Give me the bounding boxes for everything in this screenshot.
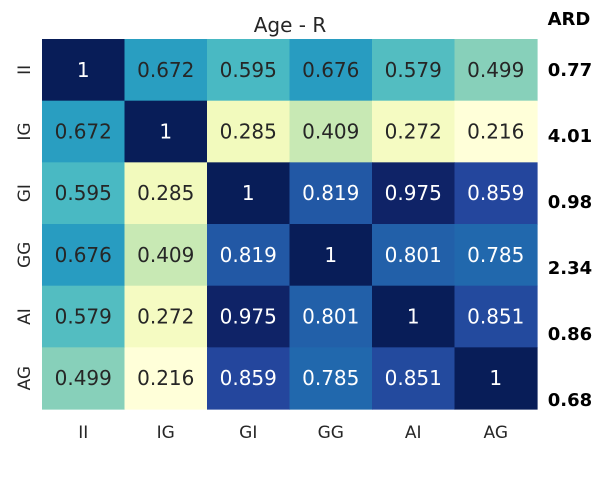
cell-value-label: 0.216 bbox=[137, 366, 194, 390]
heatmap-cell-ai-ig bbox=[124, 285, 208, 348]
cell-value-label: 0.819 bbox=[302, 181, 359, 205]
cell-value-label: 1 bbox=[324, 243, 337, 267]
ard-value-gi: 0.98 bbox=[548, 192, 592, 213]
cell-value-label: 0.285 bbox=[220, 120, 277, 144]
cell-value-label: 0.975 bbox=[385, 181, 442, 205]
x-tick-label-gg: GG bbox=[318, 423, 344, 443]
y-tick-label-gi: GI bbox=[15, 184, 35, 202]
cell-value-label: 1 bbox=[159, 120, 172, 144]
y-axis-tick-labels: II IG GI GG AI AG bbox=[15, 65, 35, 391]
cell-value-label: 0.579 bbox=[385, 58, 442, 82]
cell-value-label: 0.785 bbox=[467, 243, 524, 267]
ard-value-ag: 0.68 bbox=[548, 390, 592, 411]
ard-value-ai: 0.86 bbox=[548, 324, 592, 345]
heatmap-cell-ai-ii bbox=[42, 285, 126, 348]
y-tick-label-gg: GG bbox=[15, 242, 35, 268]
y-tick-label-ag: AG bbox=[15, 366, 35, 391]
cell-value-label: 0.975 bbox=[220, 305, 277, 329]
y-tick-label-ig: IG bbox=[15, 122, 35, 140]
x-tick-label-gi: GI bbox=[239, 423, 257, 443]
cell-value-label: 0.216 bbox=[467, 120, 524, 144]
x-axis-tick-labels: II IG GI GG AI AG bbox=[78, 423, 508, 443]
heatmap-cell-ii-ii bbox=[42, 39, 126, 102]
heatmap-cells bbox=[42, 39, 538, 410]
chart-title: Age - R bbox=[254, 13, 327, 37]
heatmap-cell-ai-ag bbox=[454, 285, 538, 348]
cell-value-label: 0.672 bbox=[137, 58, 194, 82]
cell-value-label: 0.579 bbox=[55, 305, 112, 329]
heatmap-cell-gi-ii bbox=[42, 162, 126, 225]
cell-value-label: 1 bbox=[242, 181, 255, 205]
heatmap-cell-gg-gi bbox=[207, 224, 291, 287]
heatmap-cell-ai-ai bbox=[372, 285, 456, 348]
heatmap-cell-ag-ai bbox=[372, 347, 456, 410]
heatmap-cell-ag-gi bbox=[207, 347, 291, 410]
heatmap-cell-ii-ig bbox=[124, 39, 208, 102]
cell-value-label: 0.409 bbox=[137, 243, 194, 267]
heatmap-cell-ig-ai bbox=[372, 100, 456, 163]
heatmap-cell-ii-ai bbox=[372, 39, 456, 102]
heatmap-cell-ig-ag bbox=[454, 100, 538, 163]
ard-value-ig: 4.01 bbox=[548, 126, 592, 147]
x-tick-label-ii: II bbox=[78, 423, 88, 443]
y-tick-label-ii: II bbox=[15, 65, 35, 75]
cell-value-label: 0.851 bbox=[385, 366, 442, 390]
x-tick-label-ig: IG bbox=[157, 423, 175, 443]
heatmap-cell-ag-ii bbox=[42, 347, 126, 410]
heatmap-cell-gg-ii bbox=[42, 224, 126, 287]
x-tick-label-ag: AG bbox=[483, 423, 508, 443]
cell-value-label: 0.499 bbox=[55, 366, 112, 390]
cell-value-label: 0.409 bbox=[302, 120, 359, 144]
cell-value-label: 0.676 bbox=[55, 243, 112, 267]
ard-values: 0.77 4.01 0.98 2.34 0.86 0.68 bbox=[548, 60, 592, 411]
heatmap-cell-labels: 1 0.672 0.595 0.676 0.579 0.499 0.672 1 0.285 0.4… bbox=[55, 58, 525, 390]
ard-value-ii: 0.77 bbox=[548, 60, 592, 81]
heatmap-cell-ig-ii bbox=[42, 100, 126, 163]
cell-value-label: 0.801 bbox=[302, 305, 359, 329]
ard-value-gg: 2.34 bbox=[548, 258, 592, 279]
cell-value-label: 0.272 bbox=[385, 120, 442, 144]
heatmap-cell-ai-gg bbox=[289, 285, 373, 348]
heatmap-cell-ag-gg bbox=[289, 347, 373, 410]
cell-value-label: 0.859 bbox=[467, 181, 524, 205]
heatmap-cell-ii-ag bbox=[454, 39, 538, 102]
heatmap-cell-gi-gi bbox=[207, 162, 291, 225]
cell-value-label: 1 bbox=[489, 366, 502, 390]
cell-value-label: 0.851 bbox=[467, 305, 524, 329]
heatmap-cell-gg-ag bbox=[454, 224, 538, 287]
heatmap-cell-gg-ai bbox=[372, 224, 456, 287]
cell-value-label: 0.672 bbox=[55, 120, 112, 144]
cell-value-label: 0.676 bbox=[302, 58, 359, 82]
heatmap-cell-ig-gi bbox=[207, 100, 291, 163]
cell-value-label: 0.819 bbox=[220, 243, 277, 267]
cell-value-label: 0.801 bbox=[385, 243, 442, 267]
cell-value-label: 0.499 bbox=[467, 58, 524, 82]
heatmap-cell-gi-gg bbox=[289, 162, 373, 225]
cell-value-label: 1 bbox=[77, 58, 90, 82]
heatmap-cell-ai-gi bbox=[207, 285, 291, 348]
cell-value-label: 0.859 bbox=[220, 366, 277, 390]
cell-value-label: 0.272 bbox=[137, 305, 194, 329]
cell-value-label: 1 bbox=[407, 305, 420, 329]
heatmap-cell-gi-ig bbox=[124, 162, 208, 225]
heatmap-cell-ii-gi bbox=[207, 39, 291, 102]
heatmap-cell-gg-ig bbox=[124, 224, 208, 287]
x-tick-label-ai: AI bbox=[405, 423, 422, 443]
heatmap-cell-ii-gg bbox=[289, 39, 373, 102]
heatmap-cell-gi-ai bbox=[372, 162, 456, 225]
heatmap-cell-gi-ag bbox=[454, 162, 538, 225]
y-tick-label-ai: AI bbox=[15, 308, 35, 325]
heatmap-cell-ig-ig bbox=[124, 100, 208, 163]
heatmap-cell-ag-ag bbox=[454, 347, 538, 410]
heatmap-cell-ag-ig bbox=[124, 347, 208, 410]
ard-header: ARD bbox=[548, 9, 591, 30]
cell-value-label: 0.595 bbox=[220, 58, 277, 82]
cell-value-label: 0.285 bbox=[137, 181, 194, 205]
cell-value-label: 0.595 bbox=[55, 181, 112, 205]
cell-value-label: 0.785 bbox=[302, 366, 359, 390]
heatmap-cell-ig-gg bbox=[289, 100, 373, 163]
heatmap-cell-gg-gg bbox=[289, 224, 373, 287]
